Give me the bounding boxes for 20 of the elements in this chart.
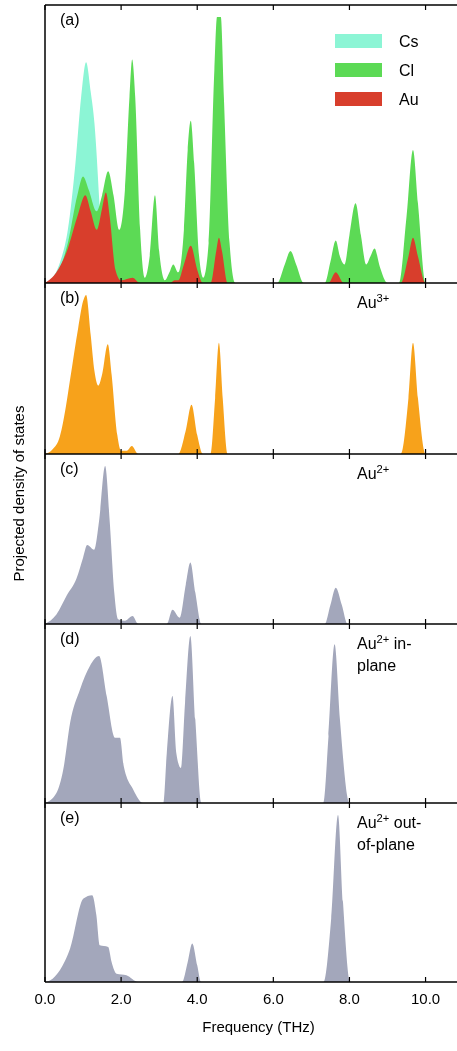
y-axis-title: Projected density of states [10, 405, 27, 582]
x-tick-label: 10.0 [410, 990, 441, 1007]
annotation: (a) [60, 11, 80, 28]
annotation: (c) [60, 460, 79, 477]
annotation: Au$^{2+}$ [357, 463, 390, 482]
annotation: Au$^{2+}$ in-plane [357, 633, 412, 674]
annotation: (d) [60, 630, 80, 647]
legend-label: Cl [399, 62, 415, 79]
x-tick-label: 0.0 [34, 990, 56, 1007]
x-tick-label: 6.0 [262, 990, 284, 1007]
annotation: Au$^{2+}$ out-of-plane [357, 812, 422, 853]
x-tick-label: 2.0 [110, 990, 132, 1007]
legend-label: Cs [399, 33, 419, 50]
annotation: (e) [60, 809, 80, 826]
x-tick-label: 8.0 [339, 990, 360, 1007]
annotation: (b) [60, 289, 80, 306]
legend-label: Au [399, 91, 419, 108]
x-axis-title: Frequency (THz) [202, 1018, 315, 1035]
annotation: Au$^{3+}$ [357, 292, 390, 311]
x-tick-label: 4.0 [186, 990, 208, 1007]
